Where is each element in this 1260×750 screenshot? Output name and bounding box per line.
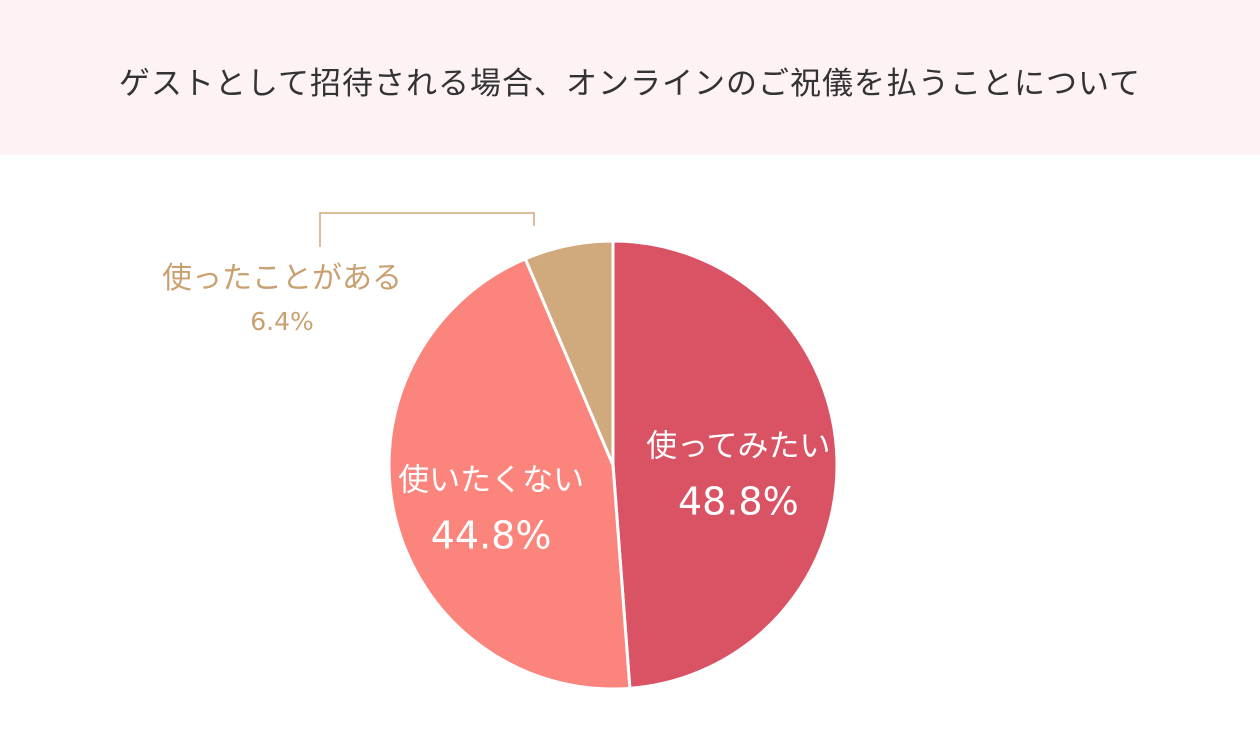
- slice-value-1: 48.8%: [678, 479, 799, 523]
- pie-slices: [387, 239, 839, 691]
- pie-labels: 使ってみたい 48.8% 使いたくない 44.8% 使ったことがある 6.4%: [162, 261, 831, 558]
- title-banner: ゲストとして招待される場合、オンラインのご祝儀を払うことについて: [0, 0, 1260, 155]
- slice-label-1: 使ってみたい: [646, 428, 830, 464]
- slice-label-2: 使いたくない: [398, 463, 584, 499]
- slice-label-3: 使ったことがある: [162, 261, 402, 296]
- pie-slice-1: [611, 239, 839, 690]
- slice-value-3: 6.4%: [250, 307, 314, 336]
- callout-group: [319, 212, 535, 247]
- pie-slice-3: [523, 239, 615, 467]
- callout-line: [319, 212, 535, 247]
- chart-title: ゲストとして招待される場合、オンラインのご祝儀を払うことについて: [118, 66, 1142, 102]
- slice-value-2: 44.8%: [431, 514, 552, 558]
